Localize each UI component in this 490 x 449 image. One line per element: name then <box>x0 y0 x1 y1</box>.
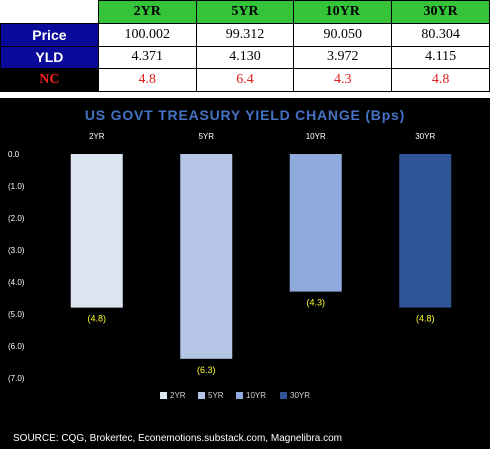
data-label: (6.3) <box>197 365 216 375</box>
data-label: (4.8) <box>416 314 435 324</box>
bar-2yr <box>70 154 123 308</box>
quote-table: 2YR 5YR 10YR 30YR Price 100.002 99.312 9… <box>0 0 490 92</box>
legend-label: 2YR <box>170 391 186 400</box>
legend-swatch-10yr <box>236 392 243 399</box>
table-cell: 4.115 <box>391 45 490 70</box>
table-cell: 6.4 <box>195 68 295 92</box>
legend-swatch-30yr <box>280 392 287 399</box>
legend-swatch-2yr <box>160 392 167 399</box>
y-tick-label: (5.0) <box>8 310 25 319</box>
table-corner <box>0 0 99 24</box>
chart-title: US GOVT TREASURY YIELD CHANGE (Bps) <box>84 107 406 123</box>
y-tick-label: (2.0) <box>8 214 25 223</box>
y-tick-label: 0.0 <box>8 150 20 159</box>
table-cell: 3.972 <box>293 45 393 70</box>
legend-label: 5YR <box>208 391 224 400</box>
bar-10yr <box>289 154 342 292</box>
legend-swatch-5yr <box>198 392 205 399</box>
chart-plot: 0.0 (1.0) (2.0) (3.0) (4.0) (5.0) (6.0) (7.0) 2Y… <box>8 132 452 400</box>
table-cell: 4.371 <box>97 45 197 70</box>
row-label-price: Price <box>0 22 99 47</box>
col-header: 5YR <box>195 0 295 24</box>
table-cell: 4.130 <box>195 45 295 70</box>
table-cell: 4.3 <box>293 68 393 92</box>
col-header: 30YR <box>391 0 490 24</box>
data-label: (4.8) <box>87 314 106 324</box>
x-tick-label: 5YR <box>198 132 214 141</box>
y-tick-label: (1.0) <box>8 182 25 191</box>
col-header: 2YR <box>97 0 197 24</box>
col-header: 10YR <box>293 0 393 24</box>
table-cell: 99.312 <box>195 22 295 47</box>
table-row-nc: NC 4.8 6.4 4.3 4.8 <box>0 68 490 92</box>
x-tick-label: 30YR <box>415 132 435 141</box>
y-tick-label: (7.0) <box>8 374 25 383</box>
table-cell: 100.002 <box>97 22 197 47</box>
bar-30yr <box>399 154 452 308</box>
y-tick-label: (4.0) <box>8 278 25 287</box>
table-row-yld: YLD 4.371 4.130 3.972 4.115 <box>0 45 490 70</box>
yield-change-chart: 0.0 (1.0) (2.0) (3.0) (4.0) (5.0) (6.0) (7.0) 2Y… <box>0 98 490 449</box>
x-tick-label: 10YR <box>306 132 326 141</box>
table-row-price: Price 100.002 99.312 90.050 80.304 <box>0 22 490 47</box>
table-cell: 90.050 <box>293 22 393 47</box>
legend-label: 30YR <box>290 391 310 400</box>
data-label: (4.3) <box>306 298 325 308</box>
x-tick-label: 2YR <box>89 132 105 141</box>
row-label-yld: YLD <box>0 45 99 70</box>
y-tick-label: (6.0) <box>8 342 25 351</box>
y-tick-label: (3.0) <box>8 246 25 255</box>
source-note: SOURCE: CQG, Brokertec, Econemotions.sub… <box>13 433 343 444</box>
table-cell: 4.8 <box>97 68 197 92</box>
row-label-nc: NC <box>0 68 99 92</box>
bar-5yr <box>180 154 233 359</box>
table-header-row: 2YR 5YR 10YR 30YR <box>0 0 490 24</box>
table-cell: 80.304 <box>391 22 490 47</box>
legend-label: 10YR <box>246 391 266 400</box>
table-cell: 4.8 <box>391 68 490 92</box>
